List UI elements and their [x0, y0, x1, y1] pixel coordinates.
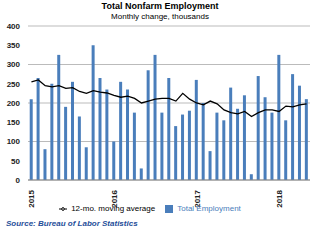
svg-text:50: 50 [11, 157, 20, 166]
svg-text:2018: 2018 [275, 189, 284, 207]
html-text:Total Employment: Total Employment [177, 204, 241, 213]
svg-text:350: 350 [8, 41, 21, 50]
svg-text:300: 300 [8, 60, 21, 69]
svg-text:200: 200 [8, 99, 21, 108]
svg-text:400: 400 [8, 22, 21, 31]
svg-text:2016: 2016 [110, 189, 119, 207]
svg-text:150: 150 [8, 118, 21, 127]
html-text:12-mo. moving average: 12-mo. moving average [71, 204, 156, 213]
html-text:Source: Bureau of Labor Statis: Source: Bureau of Labor Statistics [6, 219, 138, 228]
svg-text:0: 0 [16, 176, 21, 185]
svg-text:100: 100 [8, 137, 21, 146]
html-text:Total Nonfarm Employment: Total Nonfarm Employment [101, 1, 219, 11]
html-text:Monthly change, thousands: Monthly change, thousands [111, 12, 209, 21]
svg-text:2017: 2017 [193, 189, 202, 207]
svg-text:2015: 2015 [27, 189, 36, 207]
svg-text:250: 250 [8, 80, 21, 89]
